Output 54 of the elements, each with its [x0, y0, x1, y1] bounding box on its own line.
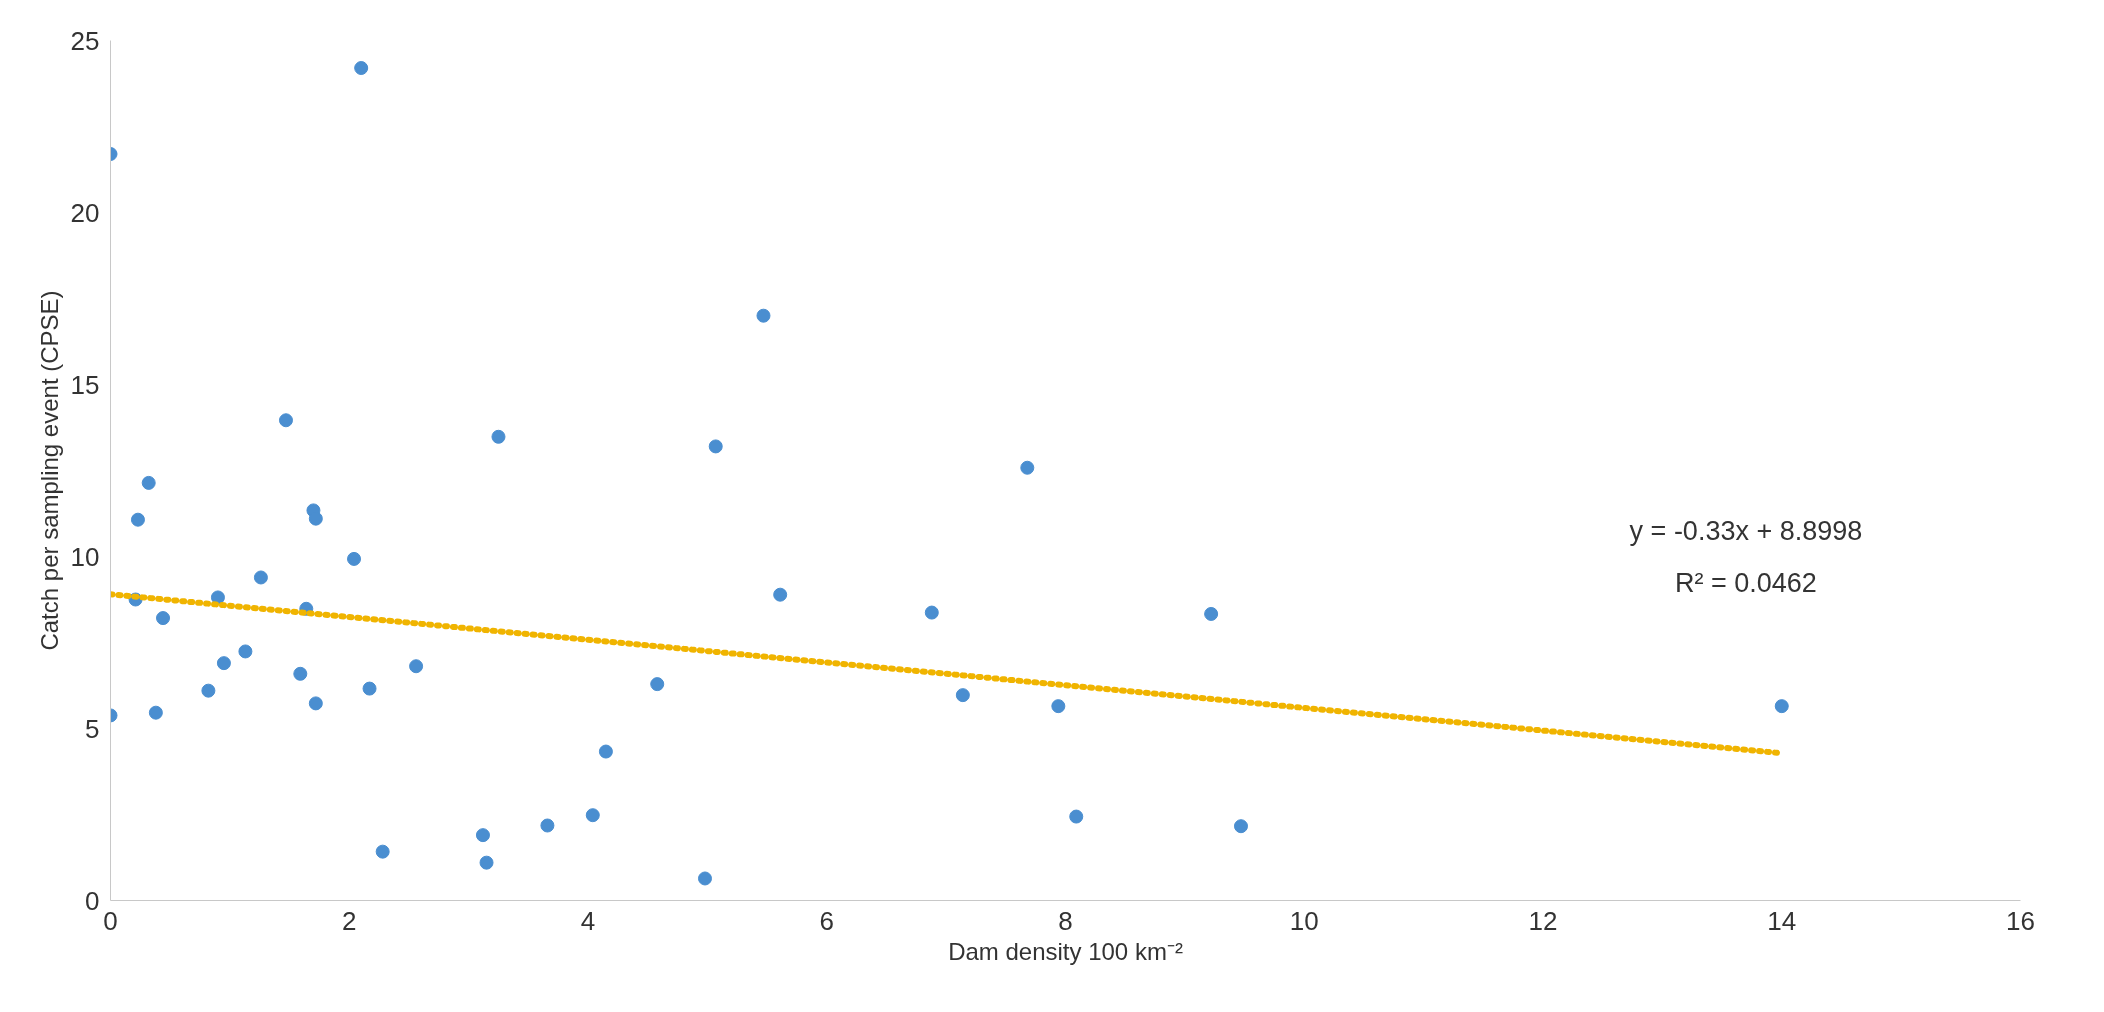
point	[756, 308, 771, 323]
point	[1204, 606, 1219, 621]
point	[375, 844, 390, 859]
point	[253, 570, 268, 585]
point	[475, 828, 490, 843]
point	[1020, 460, 1035, 475]
y-tick-label: 5	[85, 713, 100, 744]
point	[201, 683, 216, 698]
y-tick-label: 15	[70, 369, 100, 400]
x-tick-label: 16	[2006, 905, 2035, 936]
point	[773, 587, 788, 602]
point	[491, 429, 506, 444]
point	[479, 855, 494, 870]
point	[708, 439, 723, 454]
x-tick-label: 12	[1528, 905, 1558, 936]
x-axis-title: Dam density 100 km⁻²	[948, 937, 1183, 965]
point	[238, 644, 253, 659]
x-tick-label: 4	[580, 905, 596, 936]
annotation: y = -0.33x + 8.8998	[1629, 516, 1863, 547]
point	[308, 696, 323, 711]
x-tick-label: 2	[342, 905, 357, 936]
point	[308, 511, 323, 526]
point	[216, 656, 231, 671]
point	[697, 871, 712, 886]
point	[955, 688, 970, 703]
point	[130, 512, 145, 527]
y-tick-label: 25	[70, 25, 100, 56]
point	[924, 605, 939, 620]
point	[650, 677, 665, 692]
point	[1051, 699, 1066, 714]
x-tick-label: 14	[1767, 905, 1797, 936]
point	[148, 705, 163, 720]
point	[1069, 809, 1084, 824]
y-axis-title: Catch per sampling event (CPSE)	[35, 290, 63, 651]
point	[354, 61, 369, 76]
x-tick-label: 10	[1289, 905, 1319, 936]
point	[1774, 699, 1789, 714]
point	[540, 818, 555, 833]
y-tick-label: 10	[70, 541, 100, 572]
x-tick-label: 6	[819, 905, 834, 936]
point	[585, 808, 600, 823]
y-tick-label: 20	[70, 197, 100, 228]
annotation: R² = 0.0462	[1675, 567, 1817, 598]
point	[598, 744, 613, 759]
point	[141, 475, 156, 490]
y-tick-label: 0	[85, 885, 100, 916]
point	[1233, 819, 1248, 834]
point	[278, 413, 293, 428]
point	[156, 611, 171, 626]
point	[409, 659, 424, 674]
point	[362, 681, 377, 696]
point	[293, 666, 308, 681]
point	[347, 551, 362, 566]
x-tick-label: 8	[1058, 905, 1073, 936]
